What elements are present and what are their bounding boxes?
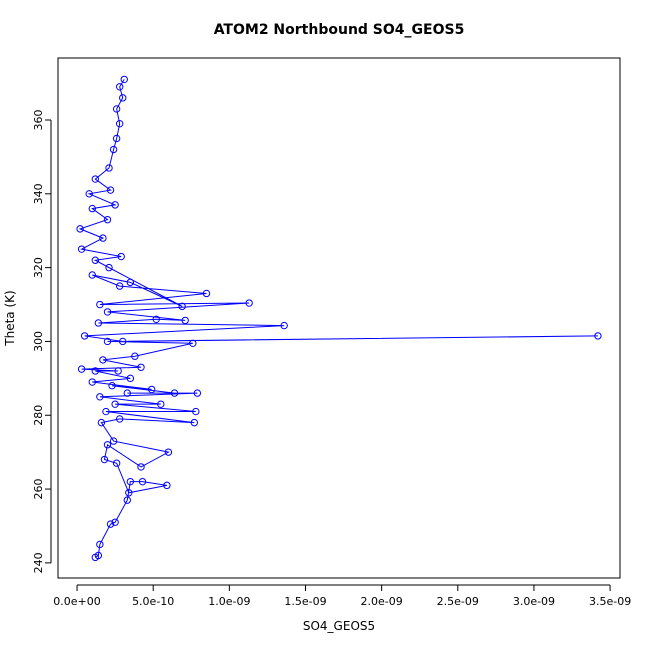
data-point — [245, 299, 253, 307]
data-point — [100, 455, 109, 464]
chart-title: ATOM2 Northbound SO4_GEOS5 — [214, 22, 465, 38]
data-point — [594, 332, 602, 340]
data-point — [109, 145, 118, 154]
data-point — [126, 278, 135, 287]
data-point — [137, 363, 145, 371]
plot-frame — [57, 57, 621, 579]
data-point — [123, 496, 131, 504]
data-point — [96, 393, 104, 401]
data-point — [115, 83, 124, 91]
data-point — [103, 337, 112, 346]
x-tick-label: 3.0e-09 — [513, 595, 555, 608]
data-point — [108, 382, 116, 390]
data-point — [97, 418, 106, 427]
data-point — [163, 481, 171, 490]
data-point — [115, 282, 124, 290]
x-tick-label: 1.5e-09 — [284, 595, 326, 608]
data-point — [85, 190, 93, 198]
data-point — [152, 315, 160, 323]
data-point — [114, 367, 122, 375]
data-point — [106, 186, 115, 194]
data-point — [125, 489, 133, 497]
data-point — [112, 105, 121, 113]
data-point — [112, 459, 121, 467]
data-point — [111, 400, 119, 408]
data-point — [102, 407, 110, 416]
data-point — [119, 337, 127, 346]
data-point — [202, 289, 211, 298]
data-point — [105, 164, 113, 172]
data-point — [157, 400, 165, 408]
data-point — [112, 134, 121, 143]
data-point — [88, 271, 96, 279]
data-point — [119, 94, 127, 102]
y-tick-label: 320 — [32, 257, 45, 278]
data-point — [91, 367, 100, 375]
y-tick-label: 280 — [32, 405, 45, 426]
x-tick-label: 5.0e-10 — [132, 595, 174, 608]
data-point — [137, 463, 145, 471]
data-point — [77, 245, 86, 253]
data-point — [105, 263, 113, 272]
data-point — [126, 374, 135, 383]
data-point — [280, 321, 288, 330]
data-point — [77, 365, 86, 373]
data-point — [189, 339, 197, 347]
data-point — [94, 319, 103, 327]
x-axis-label: SO4_GEOS5 — [303, 619, 375, 633]
data-point — [96, 540, 104, 549]
y-tick-label: 260 — [32, 479, 45, 500]
data-point — [103, 308, 112, 316]
data-point — [115, 415, 124, 423]
data-point — [178, 302, 186, 311]
x-tick-label: 2.5e-09 — [437, 595, 479, 608]
data-point — [193, 389, 202, 397]
data-point — [111, 518, 119, 526]
y-axis-label: Theta (K) — [3, 290, 17, 346]
data-point — [111, 201, 119, 209]
data-point — [103, 441, 112, 449]
data-point — [126, 477, 135, 486]
data-point — [99, 356, 107, 364]
y-tick-label: 240 — [32, 552, 45, 573]
y-tick-label: 300 — [32, 331, 45, 352]
data-point — [109, 437, 118, 445]
data-point — [76, 225, 84, 233]
x-tick-label: 0.0e+00 — [53, 595, 100, 608]
data-point — [99, 234, 107, 242]
data-point — [80, 332, 89, 340]
data-point — [94, 551, 103, 560]
data-point — [103, 215, 112, 224]
data-point — [106, 520, 115, 528]
data-point — [131, 352, 139, 360]
data-point — [120, 75, 128, 84]
data-point — [91, 256, 100, 264]
data-point — [190, 418, 199, 427]
x-tick-label: 1.0e-09 — [208, 595, 250, 608]
data-point — [88, 378, 96, 386]
data-point — [170, 389, 179, 397]
data-point — [181, 316, 189, 325]
data-point — [138, 477, 147, 486]
y-tick-label: 360 — [32, 110, 45, 131]
data-point — [115, 119, 124, 128]
data-point — [147, 385, 156, 394]
data-point — [91, 175, 100, 183]
data-point — [164, 448, 173, 456]
data-point — [88, 204, 96, 213]
y-tick-label: 340 — [32, 183, 45, 204]
data-point — [123, 389, 131, 397]
data-point — [96, 300, 104, 309]
x-tick-label: 2.0e-09 — [361, 595, 403, 608]
data-point — [117, 252, 125, 261]
data-point — [192, 407, 200, 416]
x-tick-label: 3.5e-09 — [589, 595, 631, 608]
